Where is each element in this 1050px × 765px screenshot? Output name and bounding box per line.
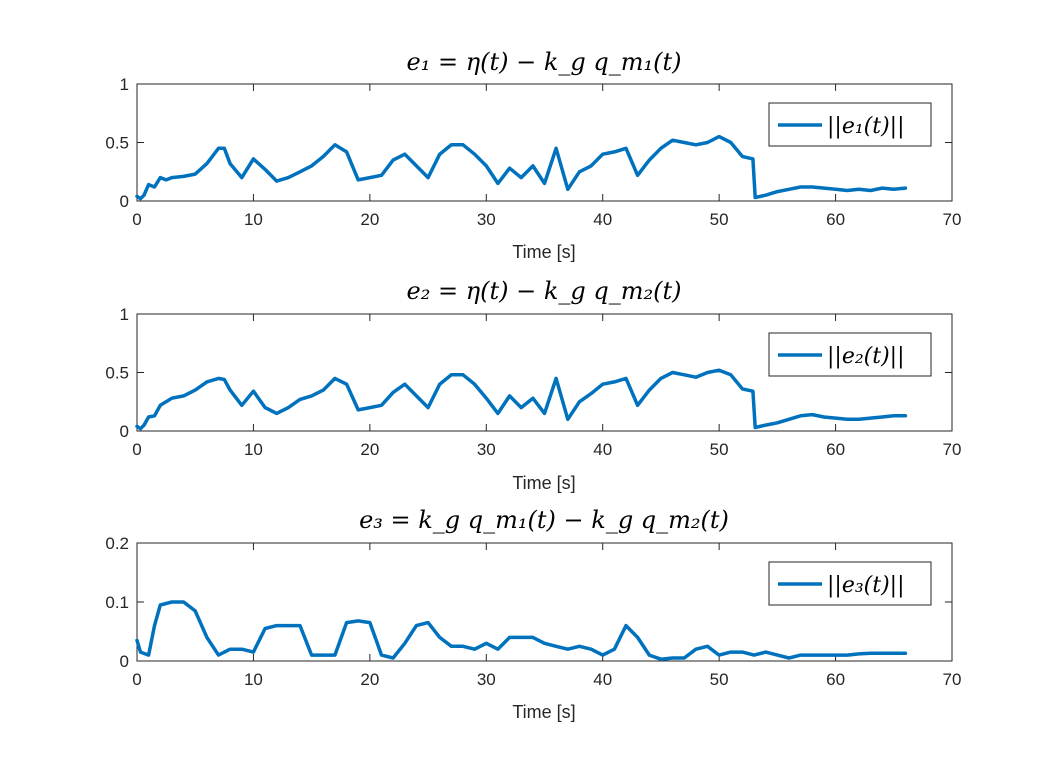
subplot-2-xtick-label: 0: [132, 440, 141, 459]
subplot-3-ytick-label: 0: [120, 652, 129, 671]
subplot-2-xlabel: Time [s]: [512, 473, 575, 493]
subplot-1-ticks: 0 10 20 30 40 50 60 70 0 0.5 1: [105, 75, 961, 229]
subplot-3: e₃ = k_g q_m₁(t) − k_g q_m₂(t) 0 10 20 30 40…: [105, 506, 961, 722]
subplot-1-xtick-label: 60: [826, 210, 845, 229]
subplot-1-legend: ||e₁(t)||: [768, 102, 932, 147]
subplot-3-legend: ||e₃(t)||: [768, 561, 932, 606]
subplot-2-ytick-label: 0: [120, 422, 129, 441]
subplot-2-xtick-label: 60: [826, 440, 845, 459]
subplot-2-legend-label: ||e₂(t)||: [827, 344, 905, 369]
subplot-2-title: e₂ = η(t) − k_g q_m₂(t): [407, 277, 682, 305]
subplot-1-xtick-label: 20: [360, 210, 379, 229]
subplot-2-series-line: [135, 368, 908, 431]
subplot-3-ytick-label: 0.2: [105, 534, 129, 553]
subplot-2-xtick-label: 30: [477, 440, 496, 459]
subplot-2-xtick-label: 20: [360, 440, 379, 459]
subplot-3-series-line: [135, 600, 908, 661]
subplot-1-xtick-label: 10: [244, 210, 263, 229]
subplot-2-legend: ||e₂(t)||: [768, 332, 932, 377]
subplot-2-xtick-label: 70: [943, 440, 962, 459]
subplot-1: e₁ = η(t) − k_g q_m₁(t) 0 10 20 30 40 50 60 700…: [105, 48, 961, 262]
subplot-1-xtick-label: 50: [710, 210, 729, 229]
subplot-2-xtick-label: 10: [244, 440, 263, 459]
subplot-3-xtick-label: 60: [826, 670, 845, 689]
subplot-1-xlabel: Time [s]: [512, 242, 575, 262]
subplot-2-ytick-label: 0.5: [105, 364, 129, 383]
subplot-1-legend-label: ||e₁(t)||: [827, 114, 905, 139]
subplot-3-xtick-label: 20: [360, 670, 379, 689]
subplot-2-xtick-label: 50: [710, 440, 729, 459]
subplot-3-xtick-label: 10: [244, 670, 263, 689]
subplot-1-title: e₁ = η(t) − k_g q_m₁(t): [407, 48, 682, 76]
subplot-2-ytick-label: 1: [120, 305, 129, 324]
subplot-3-ytick-label: 0.1: [105, 593, 129, 612]
subplot-3-ticks: 0 10 20 30 40 50 60 70 0 0.1 0.2: [105, 534, 961, 689]
subplot-3-legend-label: ||e₃(t)||: [827, 573, 905, 598]
subplot-3-xtick-label: 40: [593, 670, 612, 689]
subplot-3-xtick-label: 70: [943, 670, 962, 689]
subplot-2-ticks: 0 10 20 30 40 50 60 70 0 0.5 1: [105, 305, 961, 459]
subplot-1-ytick-label: 0: [120, 192, 129, 211]
subplot-1-xtick-label: 0: [132, 210, 141, 229]
subplot-1-xtick-label: 40: [593, 210, 612, 229]
subplot-3-xtick-label: 0: [132, 670, 141, 689]
subplot-1-xtick-label: 70: [943, 210, 962, 229]
subplot-3-xtick-label: 30: [477, 670, 496, 689]
subplot-3-xtick-label: 50: [710, 670, 729, 689]
subplot-2-xtick-label: 40: [593, 440, 612, 459]
subplot-1-series-line: [135, 134, 908, 201]
subplot-2: e₂ = η(t) − k_g q_m₂(t) 0 10 20 30 40 50 60 700…: [105, 277, 961, 493]
subplot-1-ytick-label: 0.5: [105, 134, 129, 153]
subplot-3-title: e₃ = k_g q_m₁(t) − k_g q_m₂(t): [359, 506, 729, 534]
subplot-1-ytick-label: 1: [120, 75, 129, 94]
subplot-3-xlabel: Time [s]: [512, 702, 575, 722]
subplot-1-xtick-label: 30: [477, 210, 496, 229]
